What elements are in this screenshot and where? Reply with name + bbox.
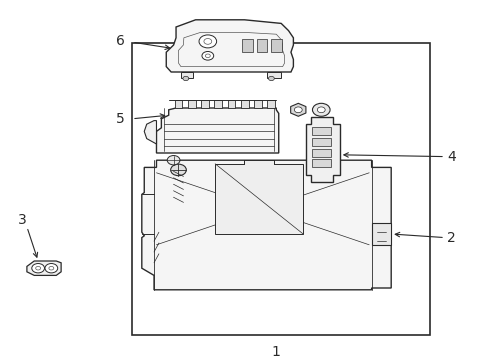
Bar — [242, 39, 252, 52]
Bar — [214, 100, 222, 108]
Bar — [267, 100, 275, 108]
Circle shape — [170, 164, 186, 176]
Polygon shape — [156, 108, 278, 153]
Circle shape — [183, 76, 188, 81]
Bar — [311, 149, 330, 157]
Bar — [132, 43, 429, 335]
Bar — [256, 39, 267, 52]
Bar — [201, 100, 208, 108]
Circle shape — [268, 76, 274, 81]
Text: 6: 6 — [116, 35, 124, 48]
Polygon shape — [266, 72, 281, 78]
Bar — [271, 39, 282, 52]
Circle shape — [32, 264, 44, 273]
Polygon shape — [371, 223, 390, 245]
Text: 2: 2 — [447, 231, 455, 244]
Polygon shape — [215, 160, 303, 234]
Polygon shape — [142, 160, 390, 290]
Circle shape — [294, 107, 302, 113]
Bar — [311, 127, 330, 135]
Bar — [187, 100, 195, 108]
Bar — [311, 138, 330, 146]
Polygon shape — [290, 103, 305, 116]
Polygon shape — [144, 121, 156, 144]
Polygon shape — [166, 20, 293, 72]
Text: 4: 4 — [447, 150, 455, 163]
Text: 5: 5 — [116, 112, 124, 126]
Polygon shape — [181, 72, 193, 78]
Circle shape — [205, 54, 210, 58]
Circle shape — [36, 266, 41, 270]
Text: 3: 3 — [18, 213, 26, 226]
Bar — [241, 100, 248, 108]
Circle shape — [199, 35, 216, 48]
Circle shape — [312, 103, 329, 116]
Text: 1: 1 — [271, 345, 280, 359]
Circle shape — [203, 39, 211, 44]
Bar — [311, 159, 330, 167]
Circle shape — [317, 107, 325, 113]
Circle shape — [49, 266, 54, 270]
Circle shape — [202, 51, 213, 60]
Bar — [254, 100, 262, 108]
Circle shape — [45, 264, 58, 273]
Polygon shape — [305, 117, 339, 182]
Circle shape — [167, 156, 180, 165]
Bar — [227, 100, 235, 108]
Bar — [174, 100, 182, 108]
Polygon shape — [27, 261, 61, 275]
